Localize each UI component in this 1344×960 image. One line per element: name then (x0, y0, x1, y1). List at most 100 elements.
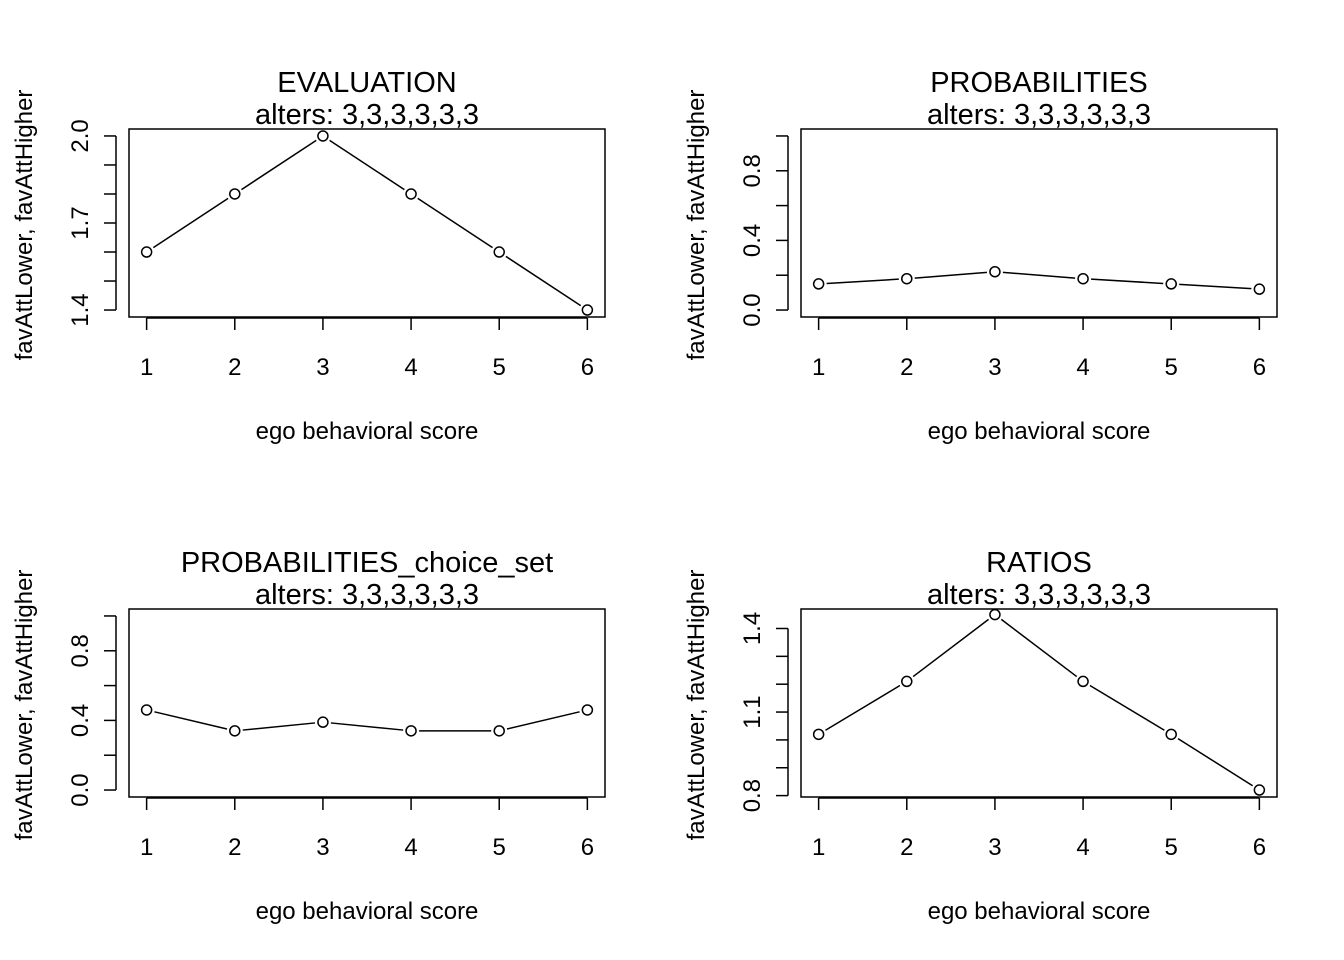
y-tick-label: 0.4 (67, 704, 94, 737)
x-tick-label: 4 (404, 834, 417, 861)
y-axis-label: favAttLower, favAttHigher (11, 570, 38, 841)
data-point (812, 278, 825, 290)
x-tick-label: 4 (1076, 354, 1089, 381)
series-line-segment (505, 255, 582, 307)
data-point (581, 704, 594, 716)
series-line-segment (1002, 271, 1076, 279)
series-line-segment (1177, 737, 1254, 787)
x-tick-label: 1 (812, 354, 825, 381)
data-point (989, 608, 1001, 621)
y-tick-label: 1.1 (739, 695, 766, 728)
x-axis-label: ego behavioral score (928, 418, 1151, 445)
series-line-segment (1089, 684, 1165, 731)
y-tick-label: 0.8 (739, 154, 766, 187)
x-tick-label: 1 (140, 354, 153, 381)
data-point (317, 130, 329, 142)
data-point (581, 304, 594, 316)
x-tick-label: 5 (493, 354, 506, 381)
y-axis-label: favAttLower, favAttHigher (11, 90, 38, 361)
x-tick-label: 4 (1076, 834, 1089, 861)
data-point (901, 272, 913, 285)
series-line-segment (1179, 283, 1252, 290)
series-line-segment (241, 139, 317, 191)
x-tick-label: 4 (404, 354, 417, 381)
x-tick-label: 5 (1165, 354, 1178, 381)
data-point (1077, 675, 1089, 688)
y-tick-label: 0.4 (739, 224, 766, 257)
x-tick-label: 3 (988, 834, 1001, 861)
chart-title: RATIOS (986, 547, 1092, 579)
x-tick-label: 5 (493, 834, 506, 861)
x-tick-label: 3 (316, 834, 329, 861)
series-line-segment (152, 197, 229, 249)
data-point (229, 725, 241, 737)
y-axis-label: favAttLower, favAttHigher (683, 570, 710, 841)
x-tick-label: 6 (581, 834, 594, 861)
data-point (493, 725, 505, 737)
series-line-segment (330, 722, 404, 731)
data-point (1165, 728, 1177, 741)
series-line-segment (912, 618, 990, 678)
plot-frame (800, 608, 1278, 798)
x-tick-label: 3 (988, 354, 1001, 381)
x-tick-label: 2 (900, 834, 913, 861)
data-point (140, 246, 153, 258)
plot-frame (128, 608, 606, 798)
chart-subtitle: alters: 3,3,3,3,3,3 (927, 579, 1151, 611)
data-point (1077, 272, 1089, 285)
x-tick-label: 1 (812, 834, 825, 861)
chart-subtitle: alters: 3,3,3,3,3,3 (255, 99, 479, 131)
y-tick-label: 0.8 (67, 634, 94, 667)
x-tick-label: 3 (316, 354, 329, 381)
x-tick-label: 6 (581, 354, 594, 381)
x-axis-label: ego behavioral score (928, 898, 1151, 925)
series-line-segment (154, 711, 228, 730)
y-tick-label: 0.0 (67, 773, 94, 806)
chart-title: EVALUATION (277, 67, 456, 99)
chart-subtitle: alters: 3,3,3,3,3,3 (255, 579, 479, 611)
series-line-segment (825, 684, 901, 731)
y-tick-label: 1.4 (67, 293, 94, 326)
data-point (812, 728, 825, 741)
chart-title: PROBABILITIES (930, 67, 1148, 99)
plot-frame (800, 128, 1278, 318)
data-point (1165, 278, 1177, 290)
series-line-segment (417, 197, 493, 249)
series-line-segment (826, 278, 899, 285)
series-line-segment (1000, 618, 1078, 678)
x-tick-label: 2 (228, 834, 241, 861)
data-point (493, 246, 505, 258)
y-tick-label: 2.0 (67, 119, 94, 152)
data-point (140, 704, 153, 716)
series-line-segment (329, 139, 405, 191)
x-tick-label: 5 (1165, 834, 1178, 861)
series-line-segment (914, 271, 988, 279)
x-tick-label: 6 (1253, 834, 1266, 861)
series-line-segment (1091, 278, 1164, 285)
x-tick-label: 2 (900, 354, 913, 381)
x-tick-label: 6 (1253, 354, 1266, 381)
series-line-segment (506, 711, 580, 730)
data-point (989, 265, 1001, 278)
data-point (405, 188, 417, 200)
y-tick-label: 0.0 (739, 293, 766, 326)
y-axis-label: favAttLower, favAttHigher (683, 90, 710, 361)
y-tick-label: 1.7 (67, 206, 94, 239)
data-point (229, 188, 241, 200)
chart-title: PROBABILITIES_choice_set (181, 547, 553, 579)
y-tick-label: 1.4 (739, 612, 766, 645)
data-point (1253, 283, 1266, 295)
series-line-segment (242, 722, 316, 731)
y-tick-label: 0.8 (739, 779, 766, 812)
data-point (1253, 784, 1266, 796)
data-point (317, 716, 329, 728)
data-point (901, 675, 913, 688)
data-point (405, 725, 417, 737)
plot-frame (128, 128, 606, 318)
x-axis-label: ego behavioral score (256, 898, 479, 925)
